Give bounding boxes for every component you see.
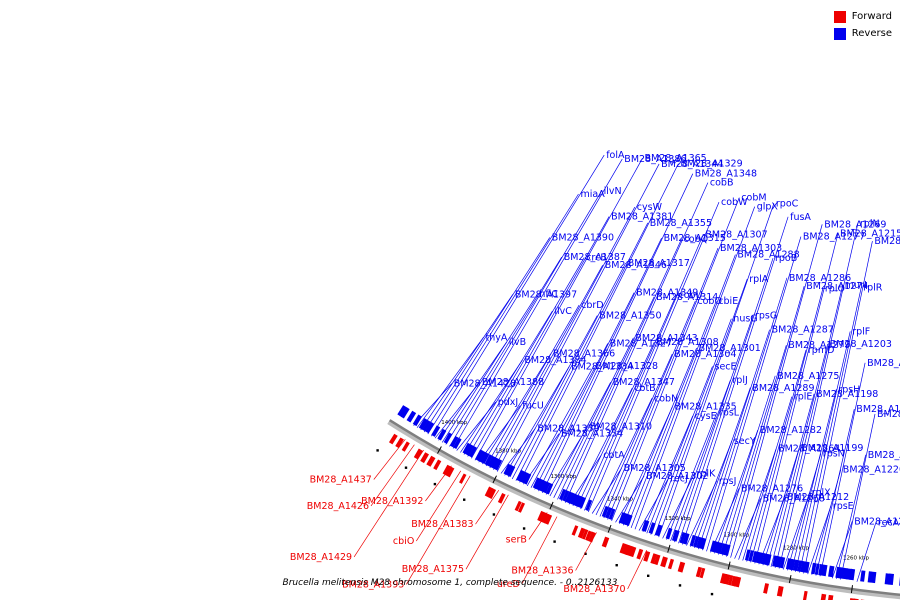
reverse-gene-label: cobQ (684, 234, 709, 245)
forward-leader-line (466, 495, 508, 569)
reverse-gene-label: rpsE (833, 501, 854, 512)
rna-marker (523, 527, 525, 529)
reverse-leader-line (691, 441, 732, 547)
reverse-gene-label: ilvN (604, 186, 622, 197)
forward-gene-glyph (638, 549, 641, 559)
rna-marker (405, 467, 407, 469)
reverse-gene-label: BM28_A1287 (772, 325, 834, 336)
reverse-leader-line (446, 257, 562, 444)
reverse-gene-glyph (830, 566, 832, 577)
forward-gene-label: BM28_A1429 (290, 552, 352, 563)
reverse-gene-glyph (806, 562, 808, 573)
reverse-gene-label: cbtB (634, 383, 656, 394)
reverse-leader-line (475, 158, 643, 460)
forward-gene-label: BM28_A1383 (411, 519, 473, 530)
reverse-gene-glyph (587, 500, 591, 510)
reverse-gene-label: BM28_A1214 (867, 358, 900, 369)
reverse-gene-label: BM28_A1220 (843, 465, 900, 476)
reverse-gene-label: BM28_A1200 (877, 409, 900, 420)
forward-gene-glyph (573, 526, 577, 535)
rna-marker (647, 575, 649, 577)
reverse-gene-label: BM28_A1350 (599, 311, 661, 322)
reverse-gene-label: rplF (852, 326, 870, 337)
forward-gene-glyph (460, 474, 465, 483)
forward-leader-line (374, 439, 406, 479)
rna-marker (463, 499, 465, 501)
reverse-leader-line (647, 366, 713, 533)
forward-gene-glyph (804, 591, 806, 600)
reverse-gene-label: thyA (486, 332, 508, 343)
forward-gene-glyph (416, 450, 421, 459)
forward-gene-glyph (435, 460, 440, 469)
reverse-gene-label: BM28_A1203 (830, 339, 892, 350)
reverse-gene-label: rplR (863, 283, 883, 294)
reverse-gene-label: rpoC (776, 198, 799, 209)
reverse-gene-label: BM28_A1282 (760, 425, 822, 436)
reverse-leader-line (442, 294, 537, 442)
reverse-gene-label: rplN (860, 218, 880, 229)
reverse-leader-line (623, 348, 696, 525)
reverse-gene-label: recA (878, 518, 900, 529)
forward-gene-glyph (428, 457, 433, 466)
reverse-gene-label: BM28_A1301 (699, 343, 761, 354)
forward-leader-line (529, 512, 547, 539)
reverse-gene-label: cobB (710, 178, 734, 189)
reverse-swatch (834, 28, 846, 40)
rna-marker (434, 483, 436, 485)
forward-gene-glyph (397, 439, 402, 448)
forward-gene-glyph (422, 453, 427, 462)
rna-marker (376, 449, 378, 451)
reverse-leader-line (743, 397, 792, 561)
forward-gene-glyph (822, 594, 824, 600)
rna-marker (493, 513, 495, 515)
legend-forward: Forward (834, 8, 892, 25)
forward-gene-glyph (670, 559, 673, 569)
forward-gene-glyph (391, 435, 396, 444)
rna-marker (711, 593, 713, 595)
forward-gene-glyph (680, 562, 683, 572)
scale-tick-label: 1260 kbp (843, 556, 869, 562)
forward-swatch (834, 11, 846, 23)
forward-gene-glyph (698, 567, 701, 577)
forward-gene-label: serB (506, 535, 527, 546)
forward-gene-label: cbiO (393, 536, 414, 547)
reverse-gene-label: BM28_A1390 (552, 233, 614, 244)
reverse-gene-label: BM28_A1328 (596, 361, 658, 372)
reverse-leader-line (727, 286, 805, 556)
reverse-gene-label: BM28_A1317 (628, 258, 690, 269)
forward-gene-glyph (645, 552, 648, 562)
reverse-gene-label: fusA (790, 212, 811, 223)
reverse-gene-label: rplJ (732, 375, 747, 386)
legend-forward-label: Forward (852, 11, 892, 22)
forward-gene-glyph (663, 557, 666, 567)
rna-marker (616, 564, 618, 566)
forward-gene-glyph (604, 537, 607, 546)
rna-marker (553, 540, 555, 542)
legend-reverse: Reverse (834, 25, 892, 42)
reverse-gene-label: BM28_A1307 (705, 229, 767, 240)
forward-gene-label: BM28_A1437 (310, 475, 372, 486)
reverse-gene-label: BM28_A1275 (777, 371, 839, 382)
reverse-gene-label: BM28_A1355 (650, 218, 712, 229)
reverse-gene-glyph (409, 412, 415, 421)
forward-leader-line (425, 466, 451, 501)
map-caption: Brucella melitensis M28 chromosome 1, co… (0, 578, 900, 588)
forward-gene-glyph (500, 494, 504, 503)
reverse-gene-label: BM28_A1201 (868, 450, 900, 461)
forward-gene-label: BM28_A1426 (307, 501, 369, 512)
forward-gene-label: BM28_A1392 (361, 496, 423, 507)
scale-tick-label: 1360 kbp (550, 474, 576, 480)
reverse-gene-glyph (823, 565, 825, 576)
legend-reverse-label: Reverse (852, 28, 892, 39)
forward-gene-glyph (403, 442, 408, 451)
strand-legend: Forward Reverse (834, 8, 892, 42)
reverse-leader-line (767, 394, 814, 566)
forward-gene-label: BM28_A1375 (402, 564, 464, 575)
forward-gene-glyph (830, 595, 832, 600)
reverse-gene-glyph (774, 556, 776, 567)
reverse-gene-label: BM28_A1223 (874, 236, 900, 247)
forward-gene-label: BM28_A1336 (511, 566, 573, 577)
